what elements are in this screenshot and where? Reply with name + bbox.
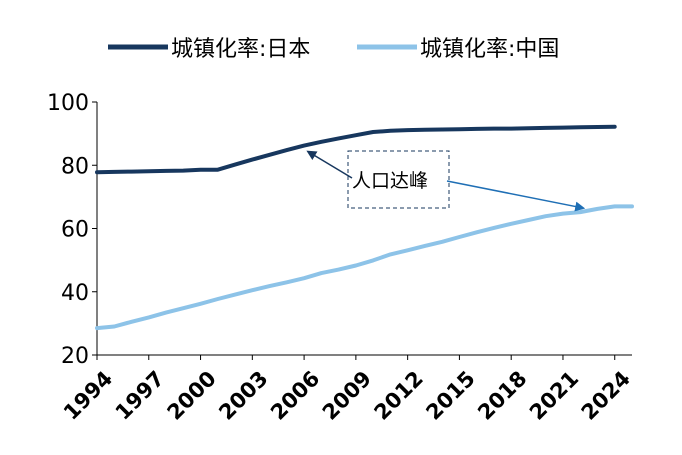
x-tick-label: 2015 bbox=[421, 366, 479, 424]
x-tick-label: 2018 bbox=[473, 366, 531, 424]
legend-label-china: 城镇化率:中国 bbox=[420, 37, 559, 62]
x-tick-label: 1994 bbox=[59, 366, 117, 424]
x-tick-label: 2012 bbox=[370, 366, 428, 424]
y-tick-label: 40 bbox=[61, 281, 89, 306]
series-line-japan bbox=[95, 124, 617, 175]
x-tick-label: 2021 bbox=[525, 366, 583, 424]
annotation-text: 人口达峰 bbox=[352, 170, 428, 192]
annotation-arrow-china bbox=[446, 180, 586, 212]
x-tick-label: 2000 bbox=[163, 366, 221, 424]
y-tick-label: 20 bbox=[61, 344, 89, 369]
legend: 城镇化率:日本 城镇化率:中国 bbox=[108, 37, 559, 62]
legend-label-japan: 城镇化率:日本 bbox=[171, 37, 310, 62]
annotation-peak: 人口达峰 bbox=[306, 150, 586, 212]
x-tick-label: 2009 bbox=[318, 366, 376, 424]
series-line-china bbox=[95, 204, 634, 331]
x-tick-label: 2003 bbox=[214, 366, 272, 424]
series-layer bbox=[95, 124, 634, 331]
y-tick-label: 100 bbox=[47, 91, 89, 116]
axes: 20 40 60 80 100 1994199720002003200620092012… bbox=[47, 91, 635, 425]
x-tick-label: 2024 bbox=[577, 366, 635, 424]
x-tick-label: 1997 bbox=[111, 366, 169, 424]
x-tick-label: 2006 bbox=[266, 366, 324, 424]
y-ticks: 20 40 60 80 100 bbox=[47, 91, 97, 369]
annotation-arrow-japan bbox=[306, 150, 353, 179]
y-tick-label: 80 bbox=[61, 154, 89, 179]
x-ticks: 1994199720002003200620092012201520182021… bbox=[59, 355, 635, 425]
annotation-box bbox=[347, 150, 450, 209]
y-tick-label: 60 bbox=[61, 218, 89, 243]
